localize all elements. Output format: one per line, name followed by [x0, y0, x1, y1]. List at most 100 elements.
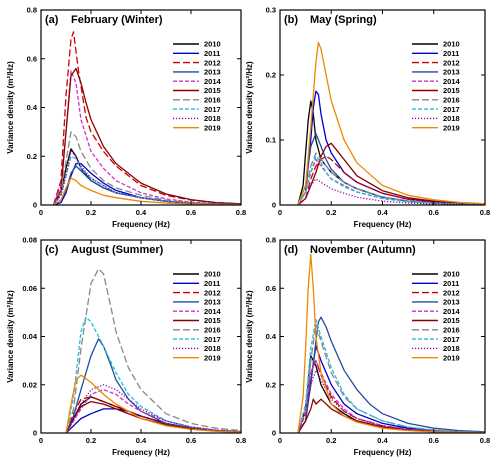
y-tick-label: 0: [272, 201, 276, 210]
series-line-2018: [52, 150, 241, 205]
series-line-2015: [52, 67, 241, 205]
x-axis-label: Frequency (Hz): [112, 220, 170, 229]
legend-label: 2018: [443, 114, 460, 123]
series-lines: [52, 31, 241, 205]
legend-label: 2012: [204, 58, 221, 67]
series-line-2013: [297, 132, 485, 205]
series-line-2017: [52, 155, 241, 205]
series-line-2019: [53, 177, 241, 205]
y-tick-label: 0.8: [27, 6, 37, 15]
series-line-2014: [65, 388, 241, 433]
y-tick-label: 0.4: [27, 103, 38, 112]
legend-label: 2010: [443, 40, 460, 49]
x-tick-label: 0.8: [236, 436, 246, 445]
series-line-2015: [297, 398, 485, 433]
legend-label: 2011: [443, 279, 459, 288]
legend-label: 2017: [443, 335, 460, 344]
y-tick-label: 0: [33, 201, 37, 210]
legend-label: 2010: [204, 40, 221, 49]
y-tick-label: 0: [272, 429, 276, 438]
x-tick-label: 0.4: [136, 436, 147, 445]
panel-4: 0 0.2 0.4 0.6 0.8 0 0.2 0.4 0.6 0.8 Frequency (Hz)…: [245, 236, 490, 457]
y-tick-label: 0.8: [266, 236, 276, 245]
series-line-2015: [297, 142, 485, 205]
series-line-2012: [297, 155, 485, 205]
series-line-2017: [297, 155, 485, 205]
y-tick-label: 0.04: [22, 332, 37, 341]
series-line-2018: [297, 178, 485, 205]
series-line-2013: [297, 316, 485, 433]
x-tick-label: 0: [278, 208, 282, 217]
x-tick-label: 0: [278, 436, 282, 445]
panel-1: 0 0.2 0.4 0.6 0.8 0 0.2 0.4 0.6 0.8 Frequency (Hz)…: [6, 6, 246, 229]
panel-label: (b): [284, 14, 298, 26]
legend-label: 2014: [443, 77, 461, 86]
series-line-2019: [297, 41, 485, 205]
panel-3: 0 0.2 0.4 0.6 0.8 0 0.02 0.04 0.06 0.08 Frequency …: [6, 236, 246, 457]
x-axis-label: Frequency (Hz): [112, 448, 170, 457]
legend-label: 2015: [204, 316, 221, 325]
y-tick-label: 0.2: [266, 380, 276, 389]
x-tick-label: 0.6: [429, 436, 439, 445]
legend-label: 2015: [443, 316, 460, 325]
series-line-2019: [65, 374, 241, 433]
series-line-2010: [297, 355, 485, 433]
y-axis-label: Variance density (m²/Hz): [6, 61, 15, 154]
series-line-2016: [297, 152, 485, 205]
series-line-2012: [52, 31, 241, 205]
x-tick-label: 0: [39, 436, 43, 445]
panel-title: November (Autumn): [310, 244, 416, 256]
legend-label: 2015: [204, 86, 221, 95]
x-tick-label: 0.2: [326, 208, 336, 217]
y-tick-label: 0.02: [22, 380, 37, 389]
panel-label: (a): [45, 14, 59, 26]
legend-label: 2016: [204, 326, 221, 335]
legend-label: 2013: [443, 68, 460, 77]
x-tick-label: 0.4: [377, 208, 388, 217]
legend-label: 2014: [443, 307, 461, 316]
x-tick-label: 0.2: [86, 436, 96, 445]
legend-label: 2010: [204, 270, 221, 279]
x-tick-label: 0: [39, 208, 43, 217]
y-tick-label: 0.06: [22, 284, 37, 293]
legend-label: 2016: [204, 96, 221, 105]
y-tick-label: 0.3: [266, 6, 276, 15]
y-axis-label: Variance density (m²/Hz): [245, 61, 254, 154]
legend-label: 2017: [443, 105, 460, 114]
legend-label: 2014: [204, 307, 222, 316]
legend-label: 2018: [204, 114, 221, 123]
x-tick-label: 0.8: [480, 436, 490, 445]
x-tick-label: 0.8: [480, 208, 490, 217]
y-tick-label: 0.6: [27, 54, 37, 63]
x-tick-label: 0.4: [136, 208, 147, 217]
panel-2: 0 0.2 0.4 0.6 0.8 0 0.1 0.2 0.3 Frequency (Hz) Var…: [245, 6, 490, 229]
legend-label: 2012: [204, 288, 221, 297]
y-tick-label: 0.1: [266, 136, 276, 145]
legend-label: 2011: [443, 49, 459, 58]
legend-label: 2017: [204, 105, 221, 114]
panel-title: August (Summer): [71, 244, 164, 256]
panel-title: February (Winter): [71, 14, 163, 26]
x-tick-label: 0.4: [377, 436, 388, 445]
x-tick-label: 0.6: [429, 208, 439, 217]
legend-label: 2018: [204, 344, 221, 353]
legend-label: 2016: [443, 326, 460, 335]
legend-label: 2013: [204, 298, 221, 307]
y-tick-label: 0.4: [266, 332, 277, 341]
legend-label: 2012: [443, 288, 460, 297]
y-axis-label: Variance density (m²/Hz): [6, 290, 15, 383]
legend-label: 2017: [204, 335, 221, 344]
legend-label: 2019: [443, 123, 460, 132]
legend-label: 2012: [443, 58, 460, 67]
series-line-2019: [297, 253, 485, 433]
series-lines: [65, 268, 241, 433]
x-tick-label: 0.6: [186, 436, 196, 445]
x-tick-label: 0.6: [186, 208, 196, 217]
y-axis-label: Variance density (m²/Hz): [245, 290, 254, 383]
x-axis-label: Frequency (Hz): [354, 220, 412, 229]
x-axis-label: Frequency (Hz): [354, 448, 412, 457]
panel-label: (c): [45, 244, 59, 256]
